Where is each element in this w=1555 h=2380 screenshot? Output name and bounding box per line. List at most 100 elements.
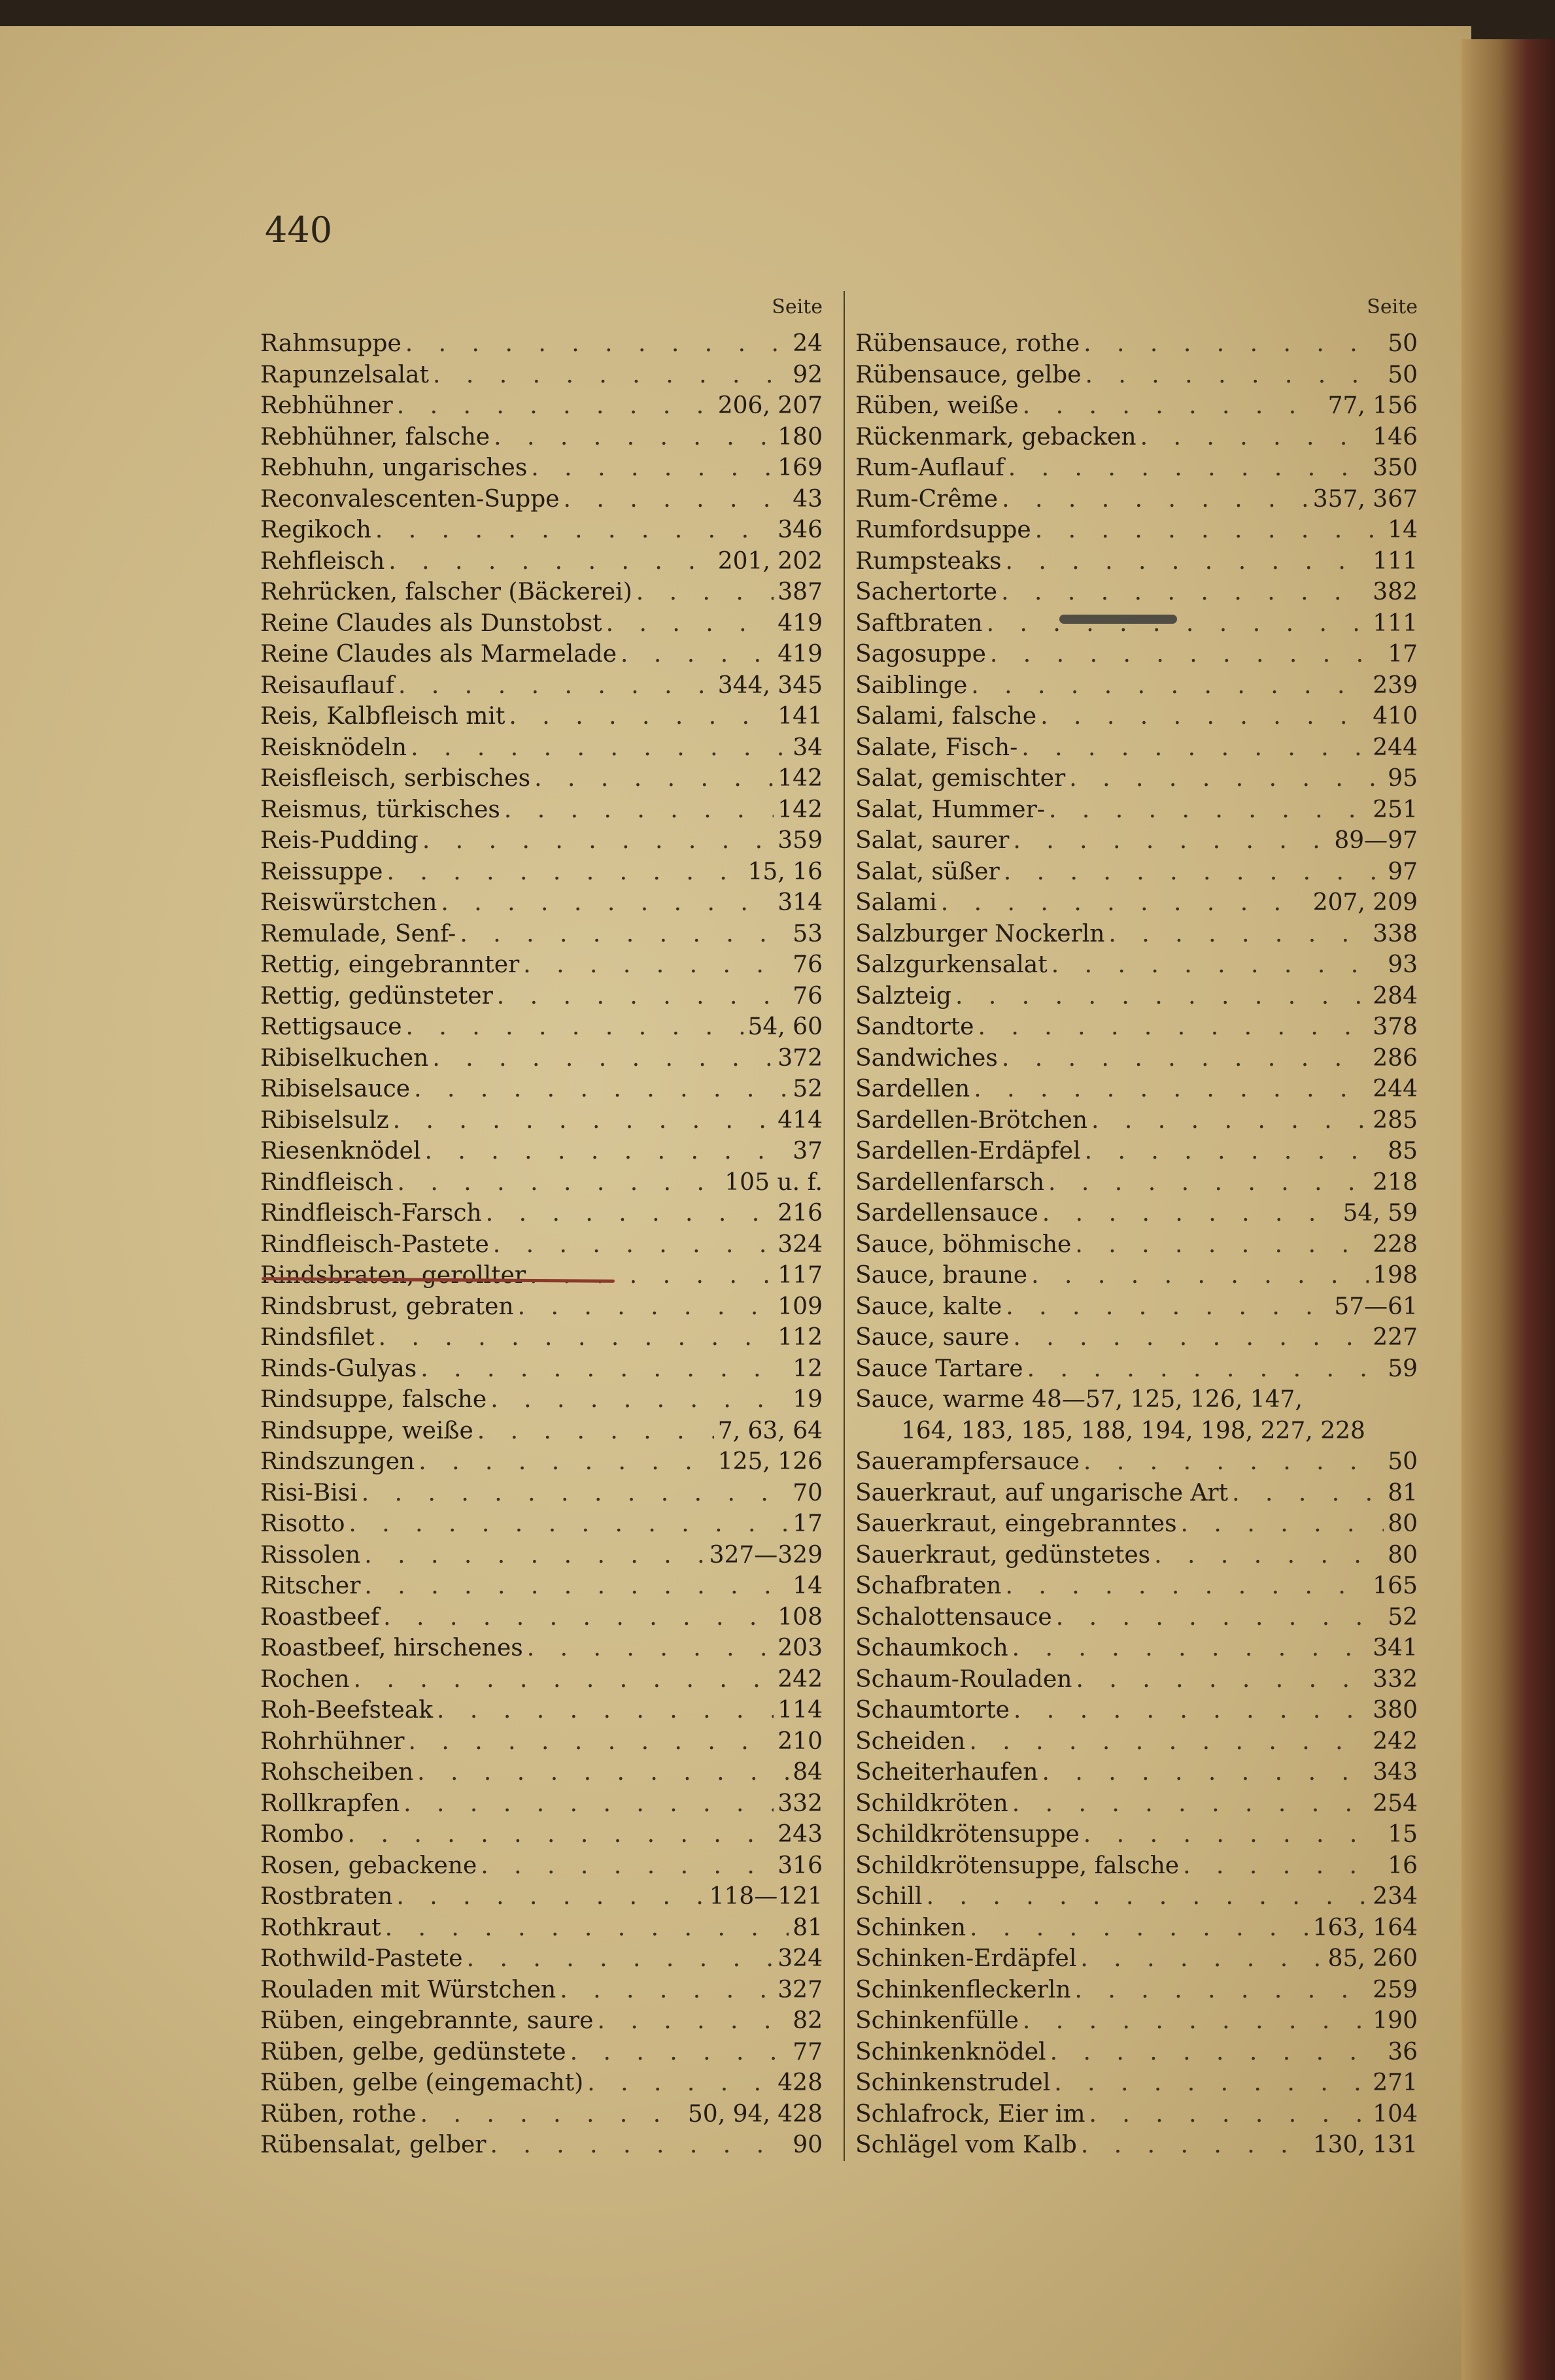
entry-page: 84 [793, 1759, 823, 1786]
dot-leader [1085, 1136, 1384, 1167]
dot-leader [941, 887, 1309, 919]
entry-name: Risotto [260, 1510, 345, 1537]
entry-name: Salami, falsche [855, 703, 1037, 730]
dot-leader [441, 887, 774, 919]
dot-leader [1091, 1105, 1369, 1136]
dot-leader [490, 2130, 789, 2161]
entry-page: 43 [793, 485, 823, 513]
entry-page: 52 [793, 1076, 823, 1102]
book-binding [1461, 39, 1555, 2380]
index-entry: Schinken-Erdäpfel 85, 260 [855, 1943, 1418, 1975]
entry-name: Salami [855, 889, 937, 916]
index-entry: Rettigsauce 54, 60 [260, 1012, 823, 1043]
index-entry: Sardellen 244 [855, 1074, 1418, 1105]
dot-leader [504, 794, 774, 826]
index-entry: Sauce, böhmische 228 [855, 1229, 1418, 1261]
index-entry: Rückenmark, gebacken 146 [855, 422, 1418, 453]
index-entry: Rettig, gedünsteter 76 [260, 981, 823, 1012]
dot-leader [1051, 949, 1384, 981]
index-entry: Sardellensauce 54, 59 [855, 1198, 1418, 1229]
entry-name: Roastbeef, hirschenes [260, 1635, 523, 1661]
dot-leader [1004, 857, 1384, 888]
column-divider [844, 291, 845, 2161]
dot-leader [523, 949, 789, 981]
index-entry: Sauce, warme 48—57, 125, 126, 147, [855, 1384, 1418, 1416]
entry-page: 284 [1373, 982, 1418, 1010]
entry-page: 239 [1373, 672, 1418, 699]
index-entry: Rübensalat, gelber 90 [260, 2130, 823, 2161]
index-entry: Schinken 163, 164 [855, 1912, 1418, 1944]
entry-page: 117 [778, 1262, 823, 1289]
index-entry: Schildkröten 254 [855, 1788, 1418, 1820]
index-entry: Schlägel vom Kalb 130, 131 [855, 2130, 1418, 2161]
entry-name: Schinken [855, 1914, 966, 1941]
index-entry: Rebhühner 206, 207 [260, 390, 823, 422]
dot-leader [1069, 763, 1384, 794]
dot-leader [1023, 390, 1324, 422]
dot-leader [1085, 360, 1384, 391]
dot-leader [419, 1446, 713, 1478]
dot-leader [1089, 2099, 1369, 2130]
index-entry: Rinds-Gulyas 12 [260, 1353, 823, 1385]
index-entry: Reine Claudes als Dunstobst 419 [260, 608, 823, 639]
entry-name: Sagosuppe [855, 641, 986, 668]
entry-page: 142 [778, 796, 823, 823]
entry-name: Sardellen-Erdäpfel [855, 1138, 1081, 1164]
dot-leader [393, 1105, 774, 1136]
index-entry: Reisknödeln 34 [260, 732, 823, 764]
entry-name: Roastbeef [260, 1603, 380, 1631]
dot-leader [1232, 1478, 1384, 1509]
index-entry: Salzteig 284 [855, 981, 1418, 1012]
entry-page: 259 [1373, 1976, 1418, 2003]
entry-name: Rapunzelsalat [260, 361, 429, 388]
index-entry: Rum-Crême 357, 367 [855, 484, 1418, 515]
index-entry: Sauce, kalte 57—61 [855, 1291, 1418, 1323]
entry-page: 90 [793, 2132, 823, 2158]
entry-name: Ribiselsauce [260, 1076, 411, 1102]
index-entry: Salate, Fisch- 244 [855, 732, 1418, 764]
index-entry: Rübensauce, rothe 50 [855, 328, 1418, 360]
entry-name: Rübensauce, gelbe [855, 361, 1082, 388]
index-column-left: Seite Rahmsuppe24Rapunzelsalat92Rebhühne… [260, 288, 823, 2161]
entry-page: 146 [1373, 423, 1418, 450]
dot-leader [383, 1602, 774, 1633]
index-entry: Rum-Auflauf 350 [855, 452, 1418, 484]
index-entry: Rindfleisch-Pastete 324 [260, 1229, 823, 1261]
entry-name: Rohrhühner [260, 1727, 405, 1755]
entry-page: 216 [778, 1200, 823, 1227]
dot-leader [1075, 1229, 1369, 1261]
index-entry: Rohscheiben 84 [260, 1757, 823, 1788]
entry-page: 271 [1373, 2069, 1418, 2096]
dot-leader [1008, 452, 1369, 484]
entry-name: Rum-Crême [855, 485, 999, 513]
dot-leader [481, 1850, 774, 1882]
entry-name: Schinkenfülle [855, 2007, 1019, 2034]
entry-page: 19 [793, 1386, 823, 1413]
dot-leader [1056, 1602, 1384, 1633]
entry-page: 17 [1388, 641, 1418, 668]
index-entry: Sauerkraut, auf ungarische Art 81 [855, 1478, 1418, 1509]
entry-name: Saftbraten [855, 609, 983, 637]
entry-name: Ritscher [260, 1572, 361, 1599]
entry-page: 76 [793, 982, 823, 1010]
index-entry: Risi-Bisi 70 [260, 1478, 823, 1509]
entry-page: 234 [1373, 1883, 1418, 1910]
dot-leader [587, 2067, 774, 2099]
entry-page: 80 [1388, 1541, 1418, 1569]
entry-page: 316 [778, 1852, 823, 1879]
index-entry: Sardellenfarsch 218 [855, 1167, 1418, 1198]
entry-name: Salat, gemischter [855, 765, 1066, 792]
entry-page: 227 [1373, 1324, 1418, 1351]
entry-page: 419 [778, 641, 823, 668]
index-entry: Ribiselsauce 52 [260, 1074, 823, 1105]
entry-page: 77 [793, 2038, 823, 2066]
dot-leader [411, 732, 789, 764]
entry-name: Rettig, eingebrannter [260, 951, 520, 978]
dot-leader [494, 422, 774, 453]
entry-name: Sandwiches [855, 1044, 998, 1072]
index-entry: Reis, Kalbfleisch mit 141 [260, 701, 823, 732]
entry-name: Rübensalat, gelber [260, 2132, 487, 2158]
index-entry: Salat, süßer 97 [855, 857, 1418, 888]
entry-page: 15 [1388, 1821, 1418, 1848]
entry-name: Rumpsteaks [855, 547, 1002, 575]
